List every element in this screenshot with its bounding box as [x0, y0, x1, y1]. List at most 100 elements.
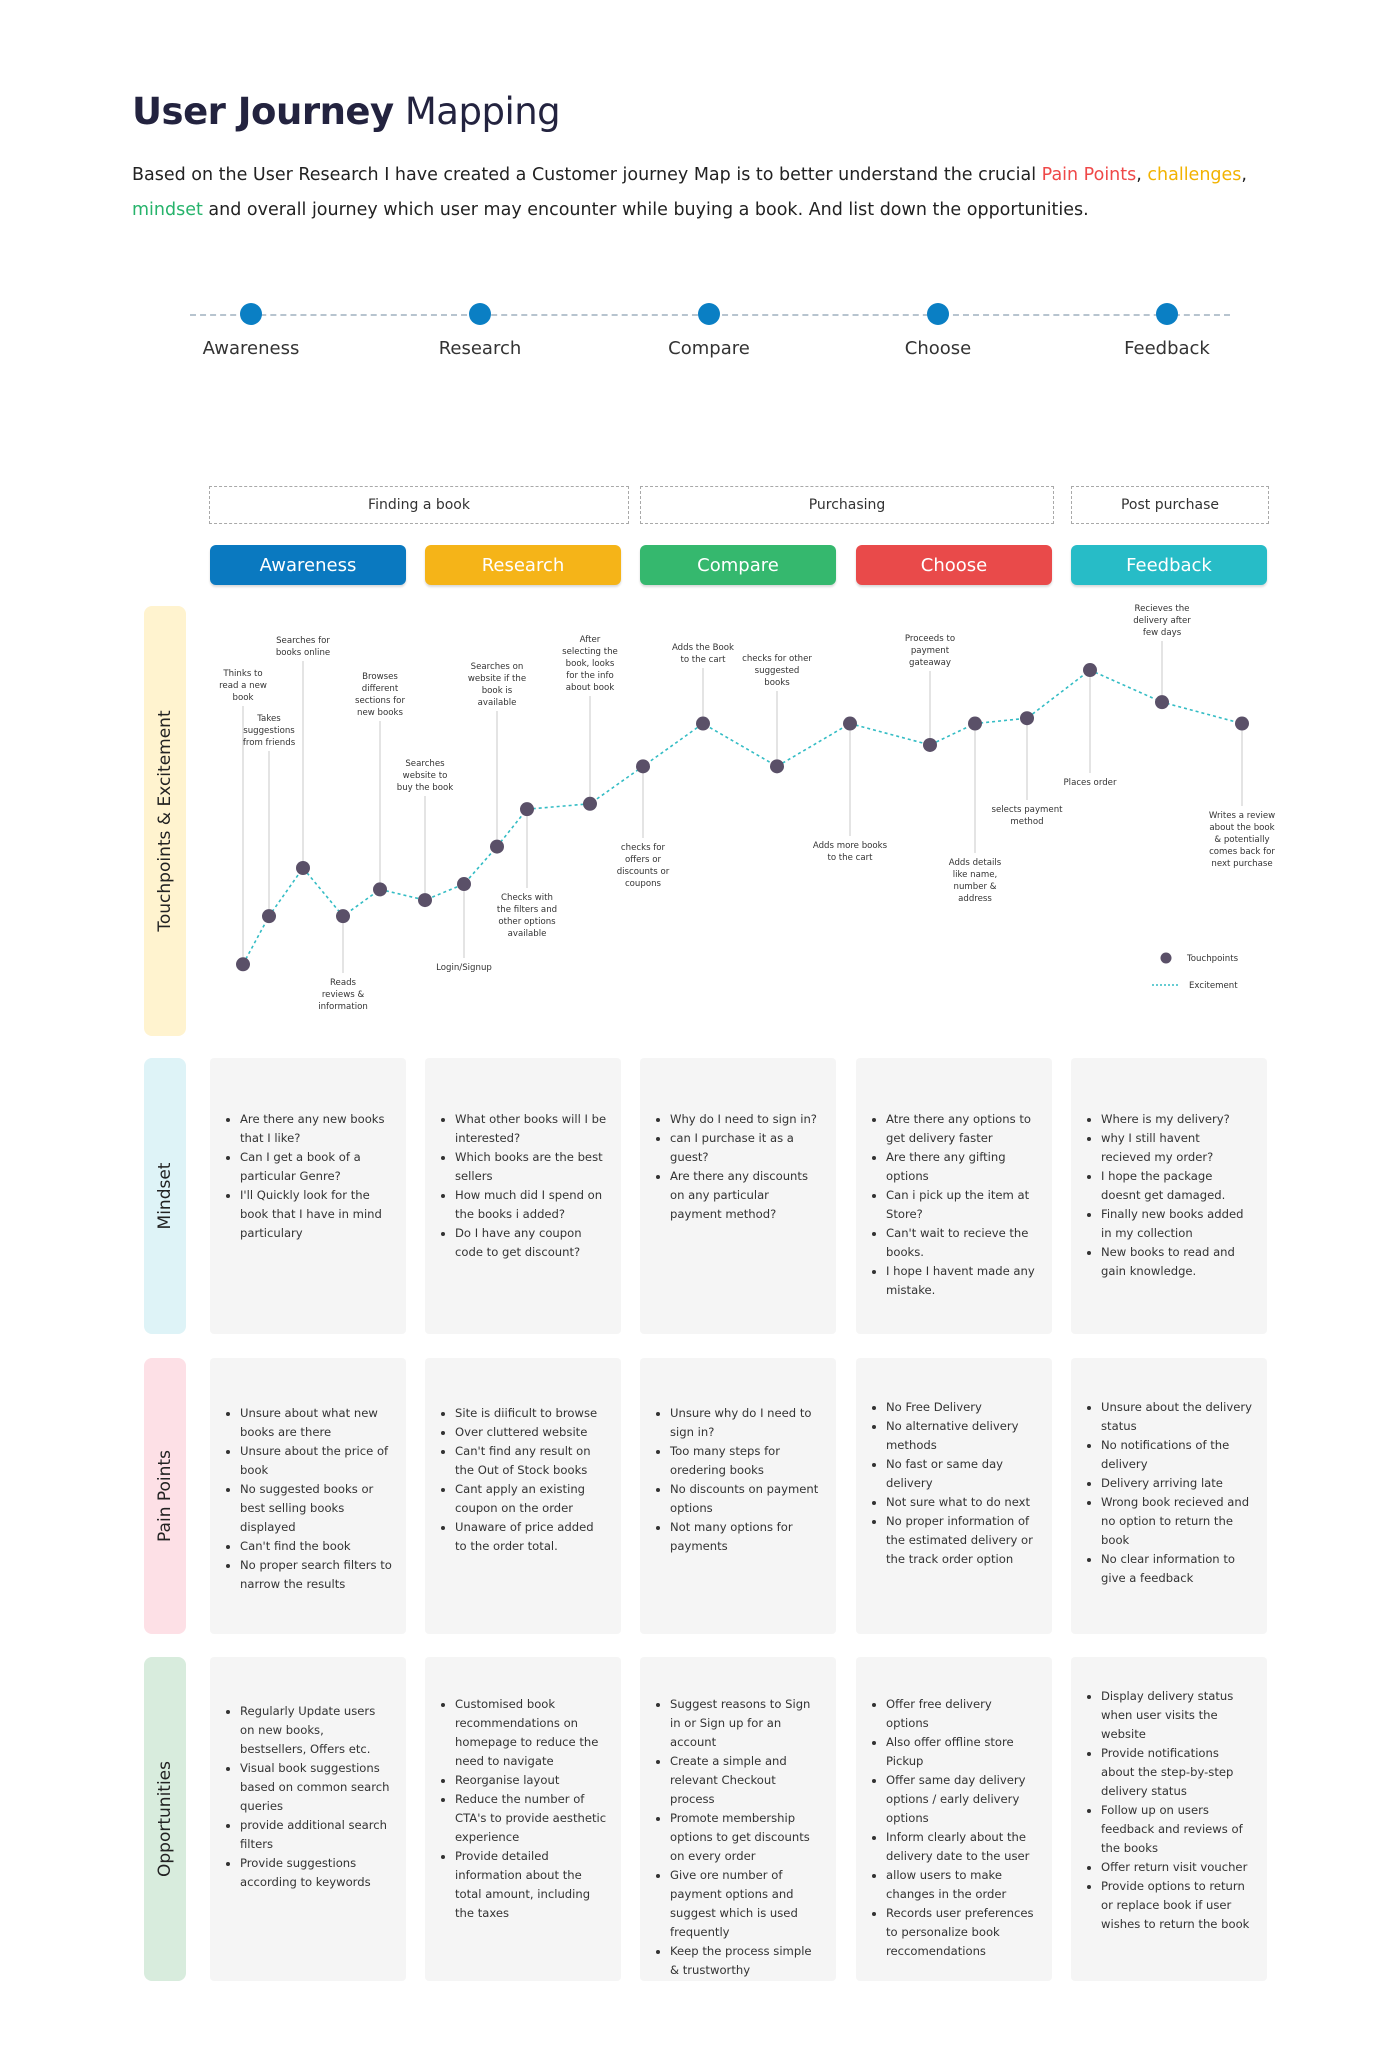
mindset-list: Why do I need to sign in?can I purchase … [654, 1110, 822, 1224]
mindset-list: What other books will I be interested?Wh… [439, 1110, 607, 1262]
list-item: I'll Quickly look for the book that I ha… [240, 1186, 392, 1243]
list-item: Keep the process simple & trustworthy [670, 1942, 822, 1980]
list-item: Are there any discounts on any particula… [670, 1167, 822, 1224]
list-item: Display delivery status when user visits… [1101, 1687, 1253, 1744]
touchpoint-label: Takes suggestions from friends [243, 714, 296, 748]
touchpoint-label-line: available [478, 698, 517, 708]
list-item: Also offer offline store Pickup [886, 1733, 1038, 1771]
opportunity-list: Offer free delivery optionsAlso offer of… [870, 1695, 1038, 1961]
touchpoint-label-line: selects payment [991, 805, 1063, 815]
touchpoint-dot [236, 957, 250, 972]
touchpoint-label-line: coupons [625, 879, 662, 889]
touchpoint-label-line: to the cart [680, 655, 726, 665]
list-item: provide additional search filters [240, 1816, 392, 1854]
touchpoint-label-line: website to [403, 771, 448, 781]
touchpoint-label-line: Places order [1064, 778, 1117, 788]
pain-list: Unsure about what new books are thereUns… [224, 1404, 392, 1594]
list-item: Follow up on users feedback and reviews … [1101, 1801, 1253, 1858]
list-item: Promote membership options to get discou… [670, 1809, 822, 1866]
opportunity-cell-research: Customised book recommendations on homep… [425, 1657, 621, 1981]
touchpoint-label: selects payment method [991, 805, 1063, 827]
touchpoint-dot [636, 759, 650, 774]
touchpoint-label-line: next purchase [1211, 859, 1272, 869]
mindset-list: Are there any new books that I like?Can … [224, 1110, 392, 1243]
row-band-mindset: Mindset [144, 1058, 186, 1334]
touchpoint-label-line: available [508, 929, 547, 939]
touchpoint-label-line: for the info [566, 671, 614, 681]
opportunity-list: Suggest reasons to Sign in or Sign up fo… [654, 1695, 822, 1980]
list-item: Delivery arriving late [1101, 1474, 1253, 1493]
list-item: Provide detailed information about the t… [455, 1847, 607, 1923]
list-item: Do I have any coupon code to get discoun… [455, 1224, 607, 1262]
list-item: Can i pick up the item at Store? [886, 1186, 1038, 1224]
list-item: Unsure why do I need to sign in? [670, 1404, 822, 1442]
mindset-list: Atre there any options to get delivery f… [870, 1110, 1038, 1300]
mindset-cell-compare: Why do I need to sign in?can I purchase … [640, 1058, 836, 1334]
touchpoint-label-line: suggested [755, 666, 800, 676]
list-item: Can't find the book [240, 1537, 392, 1556]
pain-cell-choose: No Free DeliveryNo alternative delivery … [856, 1358, 1052, 1634]
touchpoint-label: Adds details like name, number & address [949, 858, 1002, 904]
intro-part1: Based on the User Research I have create… [132, 165, 1042, 185]
excitement-line [242, 669, 1243, 965]
touchpoint-label-line: Searches on [471, 662, 524, 672]
list-item: No fast or same day delivery [886, 1455, 1038, 1493]
list-item: Are there any gifting options [886, 1148, 1038, 1186]
touchpoint-label-line: After [580, 635, 601, 645]
list-item: Cant apply an existing coupon on the ord… [455, 1480, 607, 1518]
touchpoint-dot [262, 909, 276, 924]
list-item: Offer return visit voucher [1101, 1858, 1253, 1877]
touchpoint-label-line: Takes [256, 714, 281, 724]
opportunity-cell-choose: Offer free delivery optionsAlso offer of… [856, 1657, 1052, 1981]
pain-list: Unsure why do I need to sign in?Too many… [654, 1404, 822, 1556]
touchpoint-label-line: suggestions [243, 726, 295, 736]
stage-research: Research [425, 545, 621, 585]
list-item: Can't find any result on the Out of Stoc… [455, 1442, 607, 1480]
row-band-opportunities: Opportunities [144, 1657, 186, 1981]
touchpoint-label-line: information [318, 1002, 368, 1012]
list-item: Offer same day delivery options / early … [886, 1771, 1038, 1828]
stage-feedback: Feedback [1071, 545, 1267, 585]
opportunity-list: Regularly Update users on new books, bes… [224, 1702, 392, 1892]
pain-list: No Free DeliveryNo alternative delivery … [870, 1398, 1038, 1569]
touchpoint-label-line: gateaway [909, 658, 951, 668]
touchpoint-dot [583, 796, 597, 811]
touchpoint-label-line: to the cart [827, 853, 873, 863]
touchpoint-dot [770, 759, 784, 774]
touchpoint-label-line: Adds the Book [672, 643, 734, 653]
touchpoint-label: checks for offers or discounts or coupons [617, 843, 670, 889]
touchpoint-label: Recieves the delivery after few days [1133, 604, 1191, 638]
list-item: No discounts on payment options [670, 1480, 822, 1518]
opportunity-list: Display delivery status when user visits… [1085, 1687, 1253, 1934]
touchpoint-dot [373, 882, 387, 897]
intro-text: Based on the User Research I have create… [132, 158, 1282, 228]
mindset-cell-research: What other books will I be interested?Wh… [425, 1058, 621, 1334]
touchpoint-label-line: read a new [219, 681, 267, 691]
pain-cell-compare: Unsure why do I need to sign in?Too many… [640, 1358, 836, 1634]
list-item: Provide options to return or replace boo… [1101, 1877, 1253, 1934]
touchpoint-label-line: other options [498, 917, 556, 927]
list-item: can I purchase it as a guest? [670, 1129, 822, 1167]
touchpoint-dot [490, 839, 504, 854]
touchpoint-label: Writes a review about the book & potential… [1209, 811, 1276, 869]
pain-cell-awareness: Unsure about what new books are thereUns… [210, 1358, 406, 1634]
touchpoint-dot [520, 802, 534, 817]
touchpoint-label: Adds more books to the cart [813, 841, 888, 863]
list-item: No alternative delivery methods [886, 1417, 1038, 1455]
touchpoint-label-line: about the book [1209, 823, 1274, 833]
list-item: What other books will I be interested? [455, 1110, 607, 1148]
touchpoint-label-line: website if the [468, 674, 526, 684]
touchpoint-label-line: discounts or [617, 867, 670, 877]
mindset-cell-feedback: Where is my delivery?why I still havent … [1071, 1058, 1267, 1334]
stage-choose: Choose [856, 545, 1052, 585]
list-item: Not sure what to do next [886, 1493, 1038, 1512]
list-item: Reduce the number of CTA's to provide ae… [455, 1790, 607, 1847]
touchpoint-label-line: Proceeds to [905, 634, 955, 644]
touchpoint-dot [1155, 695, 1169, 710]
title-bold: User Journey [132, 90, 394, 133]
touchpoint-label: Proceeds to payment gateaway [905, 634, 955, 668]
chart-legend: Touchpoints Excitement [1152, 952, 1239, 991]
list-item: No notifications of the delivery [1101, 1436, 1253, 1474]
timeline-label-feedback: Feedback [1124, 338, 1210, 359]
touchpoint-label: Reads reviews & information [318, 978, 368, 1012]
